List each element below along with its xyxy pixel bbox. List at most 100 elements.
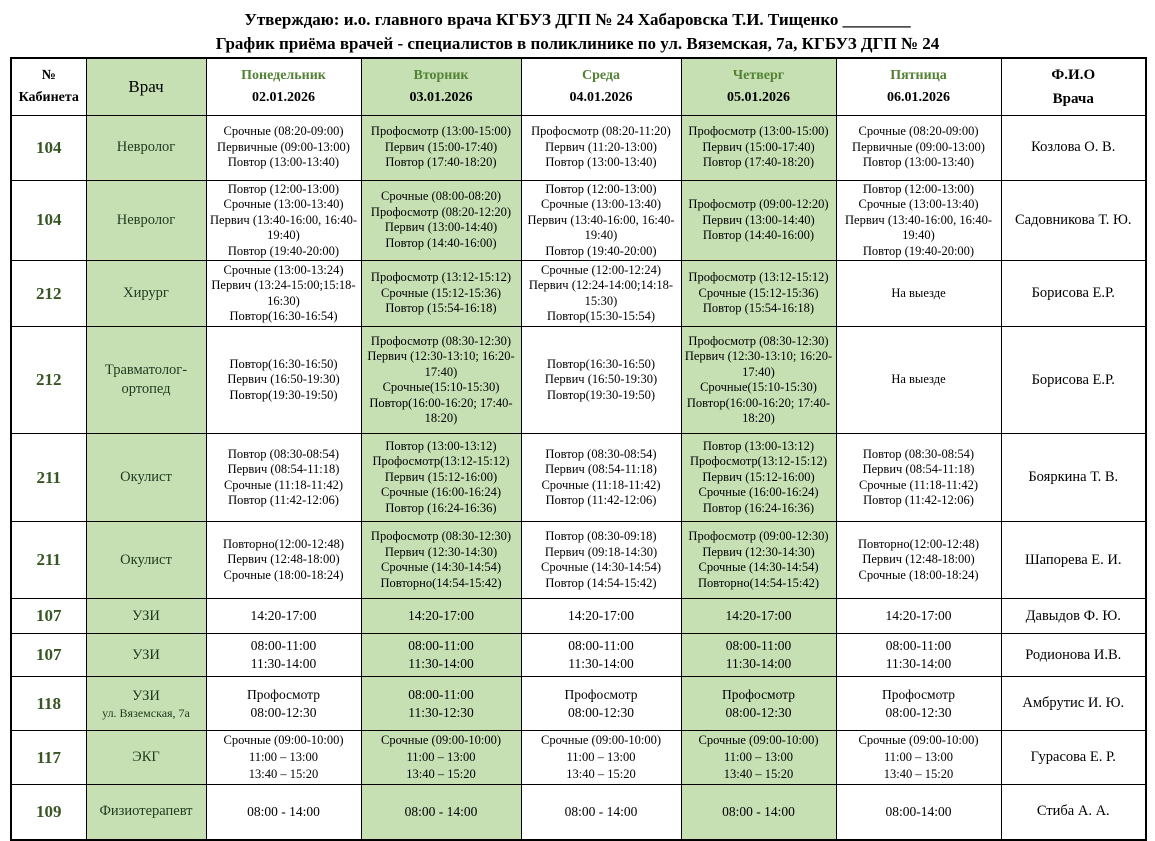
table-row: 211 Окулист Повторно(12:00-12:48) Первич (1… <box>10 521 1147 599</box>
schedule-entry: Повтор (17:40-18:20) <box>385 155 497 170</box>
doctor-specialty-cell: Невролог <box>85 114 207 181</box>
doctor-specialty-cell: УЗИ <box>85 598 207 634</box>
schedule-cell: Профосмотр 08:00-12:30 <box>680 676 837 731</box>
schedule-entry: Срочные (08:20-09:00) <box>858 124 979 139</box>
header-fio: Ф.И.О Врача <box>1000 57 1147 116</box>
day-name-friday: Пятница <box>890 67 947 83</box>
schedule-entry: Срочные (11:18-11:42) <box>858 477 979 492</box>
schedule-entry: Первич (12:30-13:10; 16:20-17:40) <box>684 349 833 379</box>
schedule-entry: 13:40 – 15:20 <box>566 767 636 781</box>
schedule-cell: Срочные (09:00-10:00) 11:00 – 13:00 13:40 … <box>360 730 522 785</box>
schedule-cell: Профосмотр 08:00-12:30 <box>520 676 682 731</box>
schedule-entry: Первичные (09:00-13:00) <box>852 139 985 154</box>
schedule-entry: 11:00 – 13:00 <box>249 750 318 764</box>
schedule-entry: 08:00-11:00 <box>250 638 317 653</box>
schedule-cell: Профосмотр (09:00-12:30) Первич (12:30-14… <box>680 521 837 599</box>
schedule-entry: 08:00 - 14:00 <box>722 803 795 819</box>
room-number-cell: 212 <box>10 326 87 434</box>
schedule-entry: 11:00 – 13:00 <box>724 750 793 764</box>
table-header: № Кабинета Врач Понедельник 02.01.2026 В… <box>10 57 1147 116</box>
schedule-cell: Повтор (12:00-13:00) Срочные (13:00-13:40… <box>835 179 1002 261</box>
schedule-entry: Повтор(19:30-19:50) <box>229 387 338 402</box>
schedule-entry: Срочные (13:00-13:24) <box>223 262 344 277</box>
doctor-name-cell: Борисова Е.Р. <box>1000 260 1147 327</box>
day-date-tuesday: 03.01.2026 <box>409 89 473 105</box>
schedule-entry: 14:20-17:00 <box>250 608 317 623</box>
schedule-entry: 08:00-11:00 <box>885 638 952 653</box>
schedule-entry: Повтор (08:30-08:54) <box>227 446 340 461</box>
schedule-entry: Повтор (13:00-13:12) <box>702 438 815 453</box>
schedule-entry: 14:20-17:00 <box>568 608 634 623</box>
schedule-cell: Срочные (08:20-09:00) Первичные (09:00-13… <box>835 114 1002 181</box>
header-day-thursday: Четверг 05.01.2026 <box>680 57 837 116</box>
doctor-name-cell: Гурасова Е. Р. <box>1000 730 1147 785</box>
schedule-entry: Повтор (13:00-13:40) <box>227 155 340 170</box>
schedule-entry: Повтор(15:30-15:54) <box>546 309 656 323</box>
schedule-title: График приёма врачей - специалистов в по… <box>215 34 940 53</box>
header-day-friday: Пятница 06.01.2026 <box>835 57 1002 116</box>
schedule-cell: Срочные (08:00-08:20) Профосмотр (08:20-1… <box>360 179 522 261</box>
schedule-entry: 08:00-11:00 <box>408 638 474 653</box>
schedule-entry: Повтор(16:00-16:20; 17:40-18:20) <box>369 395 513 426</box>
room-number-cell: 104 <box>10 114 87 181</box>
schedule-entry: Срочные (14:30-14:54) <box>381 560 501 574</box>
schedule-entry: Повтор (08:30-08:54) <box>545 446 657 461</box>
schedule-cell: Повтор (12:00-13:00) Срочные (13:00-13:40… <box>520 179 682 261</box>
doctor-specialty-cell: ЭКГ <box>85 730 207 785</box>
schedule-entry: Первич (12:30-13:10; 16:20-17:40) <box>367 349 515 379</box>
schedule-cell: 08:00-11:00 11:30-14:00 <box>205 633 362 677</box>
schedule-entry: Профосмотр (09:00-12:30) <box>688 529 829 543</box>
room-number-cell: 117 <box>10 730 87 785</box>
schedule-entry: Повтор (16:24-16:36) <box>702 500 815 515</box>
header-room-line1: № <box>41 67 56 83</box>
schedule-cell: Профосмотр (09:00-12:20) Первич (13:00-14… <box>680 179 837 261</box>
schedule-entry: 11:30-14:00 <box>408 656 474 671</box>
schedule-cell: 08:00 - 14:00 <box>520 784 682 840</box>
schedule-cell: Повторно(12:00-12:48) Первич (12:48-18:00… <box>835 521 1002 599</box>
schedule-entry: 13:40 – 15:20 <box>883 767 954 781</box>
schedule-entry: Первич (12:48-18:00) <box>227 552 340 567</box>
schedule-entry: Повтор (19:40-20:00) <box>545 243 657 258</box>
schedule-entry: На выезде <box>891 372 946 387</box>
schedule-entry: Повтор (14:40-16:00) <box>385 235 497 250</box>
schedule-entry: Повтор (08:30-08:54) <box>862 446 975 461</box>
table-row: 117 ЭКГ Срочные (09:00-10:00) 11:00 – 13:00… <box>10 730 1147 785</box>
schedule-entry: Повтор (14:54-15:42) <box>545 575 657 590</box>
schedule-cell: Повтор (13:00-13:12) Профосмотр(13:12-15:… <box>680 433 837 522</box>
schedule-entry: Срочные (15:12-15:36) <box>698 285 819 300</box>
doctor-specialty-cell: Окулист <box>85 433 207 522</box>
table-row: 109 Физиотерапевт 08:00 - 14:00 08:00 - 14:… <box>10 784 1147 840</box>
schedule-entry: Первич (13:00-14:40) <box>384 220 498 235</box>
schedule-entry: Первич (15:00-17:40) <box>384 139 498 154</box>
schedule-entry: Срочные (18:00-18:24) <box>858 567 979 582</box>
schedule-entry: Повтор (11:42-12:06) <box>545 493 657 507</box>
schedule-entry: Первич (15:00-17:40) <box>702 139 815 154</box>
schedule-entry: Профосмотр(13:12-15:12) <box>689 454 828 469</box>
schedule-entry: Профосмотр <box>881 686 955 702</box>
schedule-entry: Первич (12:30-14:30) <box>384 544 498 559</box>
schedule-entry: 08:00-11:00 <box>568 638 634 653</box>
doctor-name-cell: Садовникова Т. Ю. <box>1000 179 1147 261</box>
room-number-cell: 211 <box>10 433 87 522</box>
schedule-entry: Повторно(14:54-15:42) <box>697 575 820 590</box>
schedule-cell: Профосмотр 08:00-12:30 <box>835 676 1002 731</box>
doctor-name-cell: Козлова О. В. <box>1000 114 1147 181</box>
schedule-cell: Профосмотр (13:00-15:00) Первич (15:00-17… <box>360 114 522 181</box>
schedule-body: 104 Невролог Срочные (08:20-09:00) Первичны… <box>10 114 1147 840</box>
schedule-cell: Срочные (08:20-09:00) Первичные (09:00-13… <box>205 114 362 181</box>
day-date-thursday: 05.01.2026 <box>727 89 790 105</box>
schedule-entry: Первичные (09:00-13:00) <box>217 139 350 154</box>
schedule-cell: Повтор (08:30-09:18) Первич (09:18-14:30)… <box>520 521 682 599</box>
schedule-cell: Профосмотр (13:12-15:12) Срочные (15:12-1… <box>360 260 522 327</box>
schedule-entry: Повтор (15:54-16:18) <box>702 301 815 316</box>
schedule-entry: Срочные (09:00-10:00) <box>381 733 501 747</box>
schedule-entry: Срочные(15:10-15:30) <box>700 380 817 394</box>
header-day-monday: Понедельник 02.01.2026 <box>205 57 362 116</box>
table-row: 212 Травматолог-ортопед Повтор(16:30-16:50… <box>10 326 1147 434</box>
doctor-name-cell: Шапорева Е. И. <box>1000 521 1147 599</box>
table-row: 212 Хирург Срочные (13:00-13:24) Первич (13… <box>10 260 1147 327</box>
schedule-entry: Срочные (15:12-15:36) <box>381 285 501 300</box>
schedule-entry: Повтор (19:40-20:00) <box>862 243 975 258</box>
schedule-entry: Первич (13:40-16:00, 16:40-19:40) <box>527 212 675 243</box>
schedule-entry: Срочные (11:18-11:42) <box>541 477 661 492</box>
